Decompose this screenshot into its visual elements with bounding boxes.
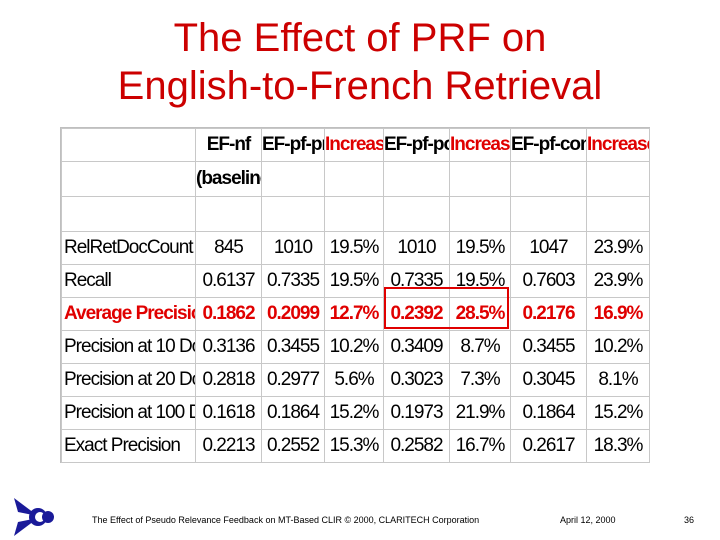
table-cell: 28.5% xyxy=(449,297,511,331)
table-cell: 5.6% xyxy=(324,363,384,397)
table-cell: 0.1973 xyxy=(383,396,450,430)
empty-cell xyxy=(195,196,262,232)
table-cell: 19.5% xyxy=(449,264,511,298)
footer-caption: The Effect of Pseudo Relevance Feedback … xyxy=(92,515,480,525)
header-cell xyxy=(61,161,196,197)
row-label: Exact Precision xyxy=(61,429,196,463)
table-cell: 15.2% xyxy=(586,396,650,430)
table-cell: 0.2176 xyxy=(510,297,587,331)
table-cell: 0.2213 xyxy=(195,429,262,463)
empty-cell xyxy=(61,196,196,232)
table-cell: 0.3455 xyxy=(510,330,587,364)
header-cell: Increase xyxy=(324,128,384,162)
header-cell xyxy=(510,161,587,197)
row-label: Precision at 100 Docs xyxy=(61,396,196,430)
table-spacer-row xyxy=(61,196,650,232)
header-cell xyxy=(383,161,450,197)
empty-cell xyxy=(383,196,450,232)
table-cell: 16.9% xyxy=(586,297,650,331)
row-label: Recall xyxy=(61,264,196,298)
header-cell xyxy=(261,161,325,197)
table-cell: 19.5% xyxy=(324,231,384,265)
header-cell xyxy=(324,161,384,197)
table-row: Exact Precision 0.2213 0.2552 15.3% 0.25… xyxy=(61,429,650,463)
table-cell: 0.7335 xyxy=(261,264,325,298)
table-cell: 0.1864 xyxy=(510,396,587,430)
table-cell: 16.7% xyxy=(449,429,511,463)
results-table: EF-nf EF-pf-pre Increase EF-pf-post Incr… xyxy=(61,128,650,463)
table-row: Precision at 20 Docs 0.2818 0.2977 5.6% … xyxy=(61,363,650,397)
table-cell: 7.3% xyxy=(449,363,511,397)
header-cell: EF-pf-comb xyxy=(510,128,587,162)
header-cell: EF-pf-pre xyxy=(261,128,325,162)
table-cell: 0.3455 xyxy=(261,330,325,364)
row-label: Precision at 20 Docs xyxy=(61,363,196,397)
table-cell: 0.2099 xyxy=(261,297,325,331)
table-cell: 0.3136 xyxy=(195,330,262,364)
table-cell: 23.9% xyxy=(586,231,650,265)
table-cell: 19.5% xyxy=(324,264,384,298)
table-cell: 18.3% xyxy=(586,429,650,463)
table-row: RelRetDocCount 845 1010 19.5% 1010 19.5%… xyxy=(61,231,650,265)
table-row: Precision at 10 Docs 0.3136 0.3455 10.2%… xyxy=(61,330,650,364)
header-cell: Increase xyxy=(449,128,511,162)
table-cell: 0.6137 xyxy=(195,264,262,298)
table-cell: 0.3023 xyxy=(383,363,450,397)
table-header-row: EF-nf EF-pf-pre Increase EF-pf-post Incr… xyxy=(61,128,650,162)
footer-page-number: 36 xyxy=(684,515,695,525)
table-cell: 12.7% xyxy=(324,297,384,331)
header-cell xyxy=(586,161,650,197)
table-cell: 1010 xyxy=(383,231,450,265)
empty-cell xyxy=(261,196,325,232)
table-cell: 0.2552 xyxy=(261,429,325,463)
table-cell: 0.1618 xyxy=(195,396,262,430)
table-row-highlighted: Average Precision 0.1862 0.2099 12.7% 0.… xyxy=(61,297,650,331)
table-cell: 0.7335 xyxy=(383,264,450,298)
table-cell: 8.7% xyxy=(449,330,511,364)
table-cell: 0.3045 xyxy=(510,363,587,397)
row-label: Precision at 10 Docs xyxy=(61,330,196,364)
table-cell: 19.5% xyxy=(449,231,511,265)
table-cell: 15.3% xyxy=(324,429,384,463)
table-cell: 10.2% xyxy=(324,330,384,364)
empty-cell xyxy=(510,196,587,232)
table-cell: 10.2% xyxy=(586,330,650,364)
table-cell: 1010 xyxy=(261,231,325,265)
table-cell: 15.2% xyxy=(324,396,384,430)
table-cell: 0.2392 xyxy=(383,297,450,331)
table-cell: 0.2617 xyxy=(510,429,587,463)
table-header-row-2: (baseline) xyxy=(61,161,650,197)
header-cell: Increase xyxy=(586,128,650,162)
empty-cell xyxy=(586,196,650,232)
header-cell: EF-pf-post xyxy=(383,128,450,162)
table-cell: 0.3409 xyxy=(383,330,450,364)
table-cell: 0.2818 xyxy=(195,363,262,397)
table-cell: 23.9% xyxy=(586,264,650,298)
table-cell: 0.1862 xyxy=(195,297,262,331)
header-cell: (baseline) xyxy=(195,161,262,197)
table-cell: 845 xyxy=(195,231,262,265)
table-cell: 0.1864 xyxy=(261,396,325,430)
empty-cell xyxy=(449,196,511,232)
empty-cell xyxy=(324,196,384,232)
claritech-logo-icon xyxy=(14,498,54,536)
results-table-container: EF-nf EF-pf-pre Increase EF-pf-post Incr… xyxy=(60,127,650,463)
row-label: Average Precision xyxy=(61,297,196,331)
header-cell xyxy=(61,128,196,162)
title-line-1: The Effect of PRF on xyxy=(173,16,547,60)
table-cell: 21.9% xyxy=(449,396,511,430)
table-cell: 8.1% xyxy=(586,363,650,397)
footer-date: April 12, 2000 xyxy=(560,515,616,525)
table-cell: 1047 xyxy=(510,231,587,265)
table-cell: 0.2582 xyxy=(383,429,450,463)
table-cell: 0.7603 xyxy=(510,264,587,298)
header-cell xyxy=(449,161,511,197)
row-label: RelRetDocCount xyxy=(61,231,196,265)
title-line-2: English-to-French Retrieval xyxy=(117,64,603,108)
table-cell: 0.2977 xyxy=(261,363,325,397)
table-row: Precision at 100 Docs 0.1618 0.1864 15.2… xyxy=(61,396,650,430)
header-cell: EF-nf xyxy=(195,128,262,162)
table-row: Recall 0.6137 0.7335 19.5% 0.7335 19.5% … xyxy=(61,264,650,298)
slide-title: The Effect of PRF on English-to-French R… xyxy=(0,14,720,110)
